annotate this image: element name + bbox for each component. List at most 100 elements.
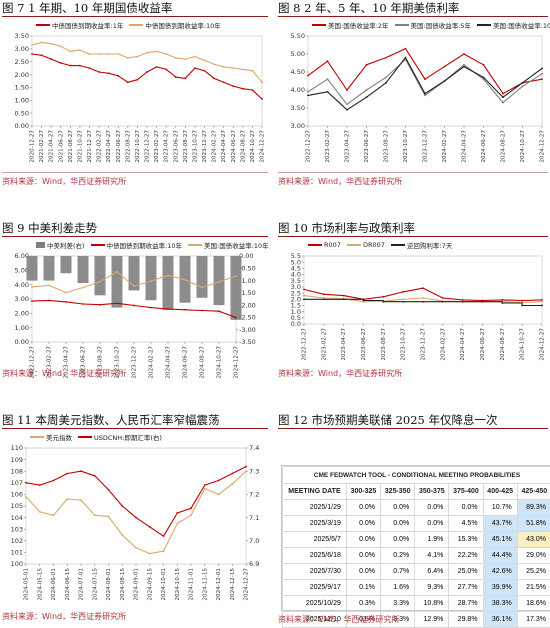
data-point (38, 484, 41, 487)
data-point (482, 76, 485, 79)
data-point (184, 278, 186, 281)
meeting-date-cell: 2025/1/29 (282, 499, 347, 516)
probability-cell: 4.5% (448, 515, 484, 532)
meeting-date-cell: 2025/7/30 (282, 563, 347, 580)
legend-item: DR007 (346, 241, 385, 249)
data-point (218, 280, 220, 283)
data-point (346, 89, 348, 91)
probability-cell: 15.3% (448, 531, 484, 548)
data-point (136, 55, 139, 58)
x-tick-label: 2024-11-01 (189, 568, 195, 601)
y-tick-label: 3.00 (15, 45, 29, 53)
legend-item: 美国:国债收益率:2年 (312, 20, 389, 30)
title-rule (278, 236, 548, 237)
data-point (541, 78, 543, 81)
title-rule (278, 428, 548, 429)
series-line-0 (25, 470, 247, 555)
x-tick-label: 2021-08-27 (68, 130, 74, 163)
table-row: 2025/10/29 0.3% 3.3% 10.8% 28.7% 38.3% 18.6% (282, 595, 550, 612)
y-tick-label: 1.00 (15, 96, 29, 104)
spread-bar (128, 256, 140, 291)
x-tick-label: 2023-02-27 (325, 130, 331, 163)
panel-fig9: 图 9 中美利差走势 0.00 1.00 2.00 3.00 4.00 5.00 6.00 0… (2, 220, 269, 410)
x-tick-label: 2024-06-27 (481, 130, 487, 163)
x-tick-label: 2020-12-27 (30, 130, 36, 163)
data-point (365, 63, 368, 66)
y2-tick-label: -1.50 (239, 289, 256, 297)
data-point (235, 275, 237, 277)
x-tick-label: 2024-06-27 (231, 130, 237, 163)
x-tick-label: 2024-12-15 (230, 568, 236, 601)
chart-dxy-cnh: 100 101 102 103 104 105 106 107 108 109 110 6.9 7.0 7… (2, 430, 268, 608)
data-point (382, 295, 385, 298)
y-tick-label: 2.0 (291, 295, 301, 303)
data-point (502, 96, 504, 99)
data-point (40, 41, 43, 44)
table-header-cell: 425-450 (516, 483, 550, 500)
table-row: 2025/9/17 0.1% 1.6% 9.3% 27.7% 39.9% 21.5% (282, 579, 550, 596)
x-tick-label: 2024-06-27 (183, 346, 189, 379)
x-tick-label: 2022-12-27 (302, 328, 308, 361)
legend-swatch (129, 24, 144, 26)
data-point (176, 522, 179, 525)
legend-item: 中美利差(右) (36, 240, 85, 250)
meeting-date-cell: 2025/10/29 (282, 595, 347, 612)
data-point (80, 470, 82, 473)
data-point (521, 85, 524, 88)
x-tick-label: 2024-08-27 (500, 328, 506, 361)
data-point (184, 58, 187, 61)
data-point (241, 87, 244, 90)
data-point (48, 299, 50, 302)
data-point (441, 300, 444, 303)
data-point (65, 300, 67, 303)
x-tick-label: 2023-12-27 (202, 130, 208, 163)
legend-swatch (78, 436, 92, 438)
data-point (25, 495, 27, 498)
bottom-rule (278, 172, 548, 173)
x-tick-label: 2024-10-27 (520, 328, 526, 361)
data-point (481, 299, 484, 302)
legend-label: 美元指数 (46, 434, 72, 442)
data-point (59, 45, 62, 48)
data-point (126, 56, 129, 59)
panel-fig8: 图 8 2 年、5 年、10 年期美债利率 3.00 3.50 4.00 4.50 5.… (278, 0, 550, 190)
data-point (31, 53, 33, 55)
data-point (402, 290, 405, 293)
y-tick-label: 101 (11, 549, 23, 557)
y-tick-label: 0.50 (15, 109, 29, 117)
legend-label: 美国:国债收益率:10年 (493, 22, 550, 30)
probability-cell: 29.8% (448, 611, 484, 628)
data-point (174, 76, 177, 79)
data-point (213, 63, 215, 66)
x-tick-label: 2024-08-27 (240, 130, 246, 163)
x-tick-label: 2023-10-27 (192, 130, 198, 163)
probability-cell: 51.8% (516, 515, 550, 532)
data-point (38, 510, 41, 513)
y2-tick-label: -2.50 (239, 314, 256, 322)
data-point (342, 294, 345, 297)
probability-cell: 39.9% (482, 579, 518, 596)
title-rule (2, 236, 268, 237)
y2-tick-label: 0.00 (239, 252, 253, 260)
x-tick-label: 2024-08-27 (501, 130, 507, 163)
data-point (443, 80, 446, 82)
data-point (79, 49, 81, 52)
panel-title: 图 9 中美利差走势 (2, 221, 98, 235)
data-point (322, 293, 325, 296)
data-point (162, 535, 165, 538)
y-tick-label: 1.0 (291, 308, 301, 316)
data-point (463, 63, 465, 66)
y-tick-label: 4.50 (291, 68, 305, 76)
data-point (461, 298, 464, 301)
data-point (107, 488, 110, 491)
data-point (148, 525, 151, 528)
legend-swatch (308, 244, 322, 246)
data-point (135, 516, 137, 519)
series-line-0 (307, 48, 543, 95)
data-point (362, 299, 365, 302)
chart-svg: 0.00 0.50 1.00 1.50 2.00 2.50 3.00 3.50 2020-12-… (15, 32, 266, 163)
data-point (201, 309, 203, 312)
data-point (66, 472, 69, 475)
data-point (201, 286, 203, 289)
y-tick-label: 2.5 (291, 289, 301, 297)
